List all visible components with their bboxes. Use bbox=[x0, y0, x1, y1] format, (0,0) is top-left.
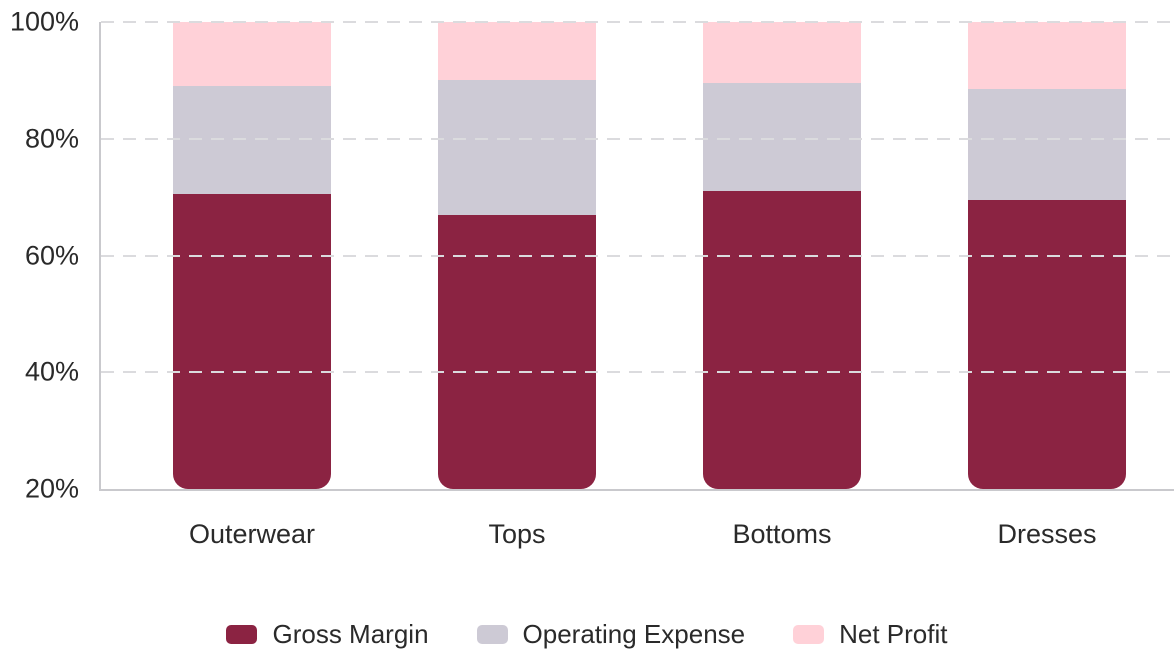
bar-bottoms bbox=[703, 22, 861, 489]
bar-segment-gross-margin bbox=[703, 191, 861, 489]
gridline-80 bbox=[101, 137, 1174, 140]
legend: Gross Margin Operating Expense Net Profit bbox=[0, 619, 1174, 650]
gridline-60 bbox=[101, 254, 1174, 257]
y-axis-tick-label: 40% bbox=[24, 356, 79, 387]
bar-segment-net-profit bbox=[173, 22, 331, 87]
bar-segment-gross-margin bbox=[173, 194, 331, 489]
bar-segment-gross-margin bbox=[438, 214, 596, 489]
legend-item-net-profit: Net Profit bbox=[793, 619, 948, 650]
bar-segment-operating-expense bbox=[968, 89, 1126, 201]
x-axis-label-dresses: Dresses bbox=[997, 519, 1097, 549]
bar-segment-gross-margin bbox=[968, 200, 1126, 489]
x-axis-labels: Outerwear Tops Bottoms Dresses bbox=[99, 492, 1174, 550]
legend-label: Net Profit bbox=[839, 619, 948, 649]
bar-segment-operating-expense bbox=[438, 80, 596, 215]
legend-swatch-icon bbox=[476, 625, 508, 645]
y-axis-tick-label: 80% bbox=[24, 123, 79, 154]
plot-area: 20% 40% 60% 80% 100% bbox=[10, 8, 1174, 502]
bar-segment-net-profit bbox=[438, 22, 596, 81]
bar-segment-operating-expense bbox=[703, 83, 861, 192]
bar-segment-operating-expense bbox=[173, 86, 331, 195]
bar-dresses bbox=[968, 22, 1126, 489]
gridline-100 bbox=[101, 21, 1174, 23]
bar-tops bbox=[438, 22, 596, 489]
legend-label: Gross Margin bbox=[272, 619, 429, 649]
x-axis-label-outerwear: Outerwear bbox=[188, 519, 316, 549]
gridline-40 bbox=[101, 371, 1174, 374]
legend-item-operating-expense: Operating Expense bbox=[476, 619, 746, 650]
y-axis-tick-label: 100% bbox=[9, 6, 79, 37]
bar-segment-net-profit bbox=[703, 22, 861, 84]
legend-swatch-icon bbox=[793, 625, 825, 645]
y-axis-tick-label: 60% bbox=[24, 240, 79, 270]
y-axis-tick-label: 20% bbox=[24, 473, 79, 504]
x-axis-label-bottoms: Bottoms bbox=[732, 519, 832, 549]
legend-swatch-icon bbox=[226, 625, 258, 645]
legend-label: Operating Expense bbox=[522, 619, 746, 649]
bar-outerwear bbox=[173, 22, 331, 489]
bar-segment-net-profit bbox=[968, 22, 1126, 90]
x-axis-label-tops: Tops bbox=[488, 519, 546, 549]
bars-row bbox=[101, 22, 1174, 489]
legend-item-gross-margin: Gross Margin bbox=[226, 619, 429, 650]
